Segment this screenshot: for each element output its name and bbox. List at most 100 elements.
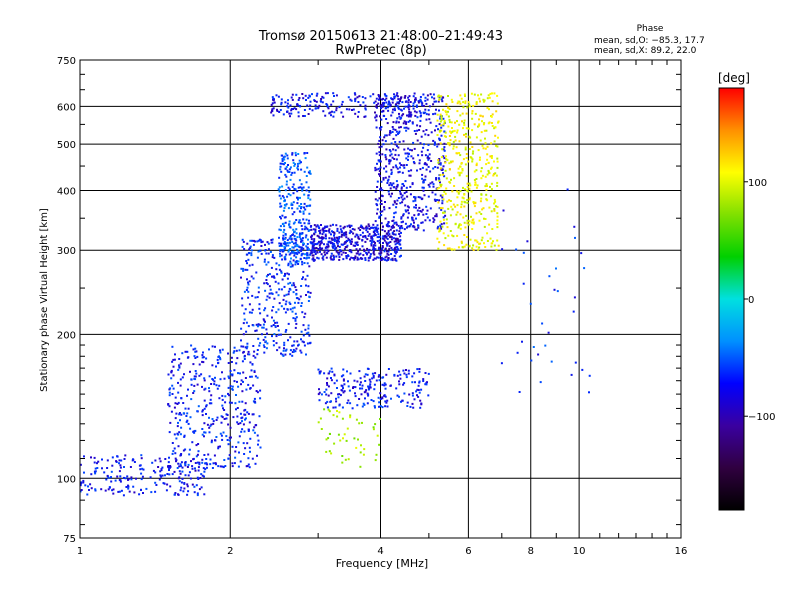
echo-point <box>399 202 402 205</box>
echo-point <box>392 226 395 229</box>
echo-point <box>318 230 321 232</box>
echo-point <box>383 230 386 233</box>
echo-point <box>464 163 467 166</box>
echo-point <box>307 197 310 200</box>
echo-point <box>277 329 280 332</box>
echo-point <box>270 325 273 328</box>
echo-point <box>299 257 302 260</box>
echo-point <box>176 403 179 405</box>
echo-point <box>295 261 298 264</box>
echo-point <box>295 293 298 296</box>
echo-point <box>384 400 387 403</box>
echo-point <box>283 341 286 344</box>
echo-point <box>480 93 483 96</box>
echo-point <box>405 129 408 132</box>
echo-point <box>379 405 382 408</box>
echo-point <box>478 118 480 121</box>
echo-point <box>327 394 330 397</box>
echo-point <box>242 380 244 383</box>
echo-point <box>242 267 245 270</box>
echo-point <box>337 253 340 256</box>
echo-point <box>448 168 451 171</box>
echo-point <box>425 102 428 105</box>
echo-point <box>444 214 447 217</box>
echo-point <box>425 113 428 116</box>
echo-point <box>425 213 428 215</box>
echo-point <box>174 492 177 494</box>
echo-point <box>258 344 261 347</box>
echo-point <box>294 326 297 329</box>
echo-point <box>404 105 407 108</box>
echo-point <box>422 93 425 96</box>
echo-point <box>478 246 481 249</box>
echo-point <box>295 289 298 291</box>
echo-point <box>393 212 396 215</box>
echo-point <box>358 248 361 251</box>
echo-point <box>361 245 364 248</box>
echo-point <box>427 183 430 186</box>
echo-point <box>446 247 449 250</box>
echo-point <box>412 200 415 203</box>
echo-point <box>474 112 477 115</box>
echo-point <box>248 280 251 283</box>
echo-point <box>442 123 445 126</box>
echo-point <box>366 230 369 233</box>
echo-point <box>330 233 332 236</box>
echo-point <box>439 117 442 120</box>
echo-point <box>480 170 483 173</box>
echo-point <box>282 231 285 234</box>
echo-point <box>284 274 286 277</box>
echo-point <box>435 100 437 103</box>
echo-point <box>356 404 359 407</box>
echo-point <box>282 156 285 159</box>
echo-point <box>416 209 419 212</box>
echo-point <box>473 93 476 96</box>
echo-point <box>291 351 294 353</box>
echo-point <box>158 478 161 481</box>
echo-point <box>230 436 232 439</box>
echo-point <box>384 140 387 143</box>
echo-point <box>210 439 213 442</box>
echo-point <box>295 232 298 235</box>
echo-point <box>442 124 445 127</box>
echo-point <box>490 242 493 245</box>
echo-point <box>394 211 397 214</box>
echo-point <box>201 414 204 417</box>
echo-point <box>380 214 383 217</box>
echo-point <box>260 241 263 244</box>
echo-point <box>225 417 228 420</box>
data-points <box>79 92 591 497</box>
echo-point <box>320 224 322 226</box>
echo-point <box>353 379 356 382</box>
echo-point <box>244 402 247 405</box>
echo-point <box>496 205 499 208</box>
echo-point <box>480 197 483 200</box>
echo-point <box>242 333 245 336</box>
echo-point <box>484 185 487 188</box>
echo-point <box>270 111 273 114</box>
echo-point <box>391 156 394 159</box>
echo-point <box>394 252 397 255</box>
echo-point <box>298 298 301 301</box>
echo-point <box>275 291 278 294</box>
echo-point <box>376 236 379 239</box>
echo-point <box>246 465 249 467</box>
echo-point <box>474 202 477 205</box>
echo-point <box>179 384 182 387</box>
echo-point <box>231 465 234 468</box>
echo-point <box>304 328 307 331</box>
echo-point <box>293 187 296 190</box>
echo-point <box>396 237 399 240</box>
echo-point <box>251 308 254 311</box>
echo-point <box>406 195 409 198</box>
echo-point <box>240 276 242 279</box>
echo-point <box>193 485 196 488</box>
echo-point <box>458 140 461 143</box>
echo-point <box>448 118 451 121</box>
echo-point <box>342 378 345 381</box>
echo-point <box>298 233 301 236</box>
echo-point <box>321 257 324 260</box>
echo-point <box>384 395 387 398</box>
echo-point <box>422 180 425 183</box>
echo-point <box>297 301 300 304</box>
